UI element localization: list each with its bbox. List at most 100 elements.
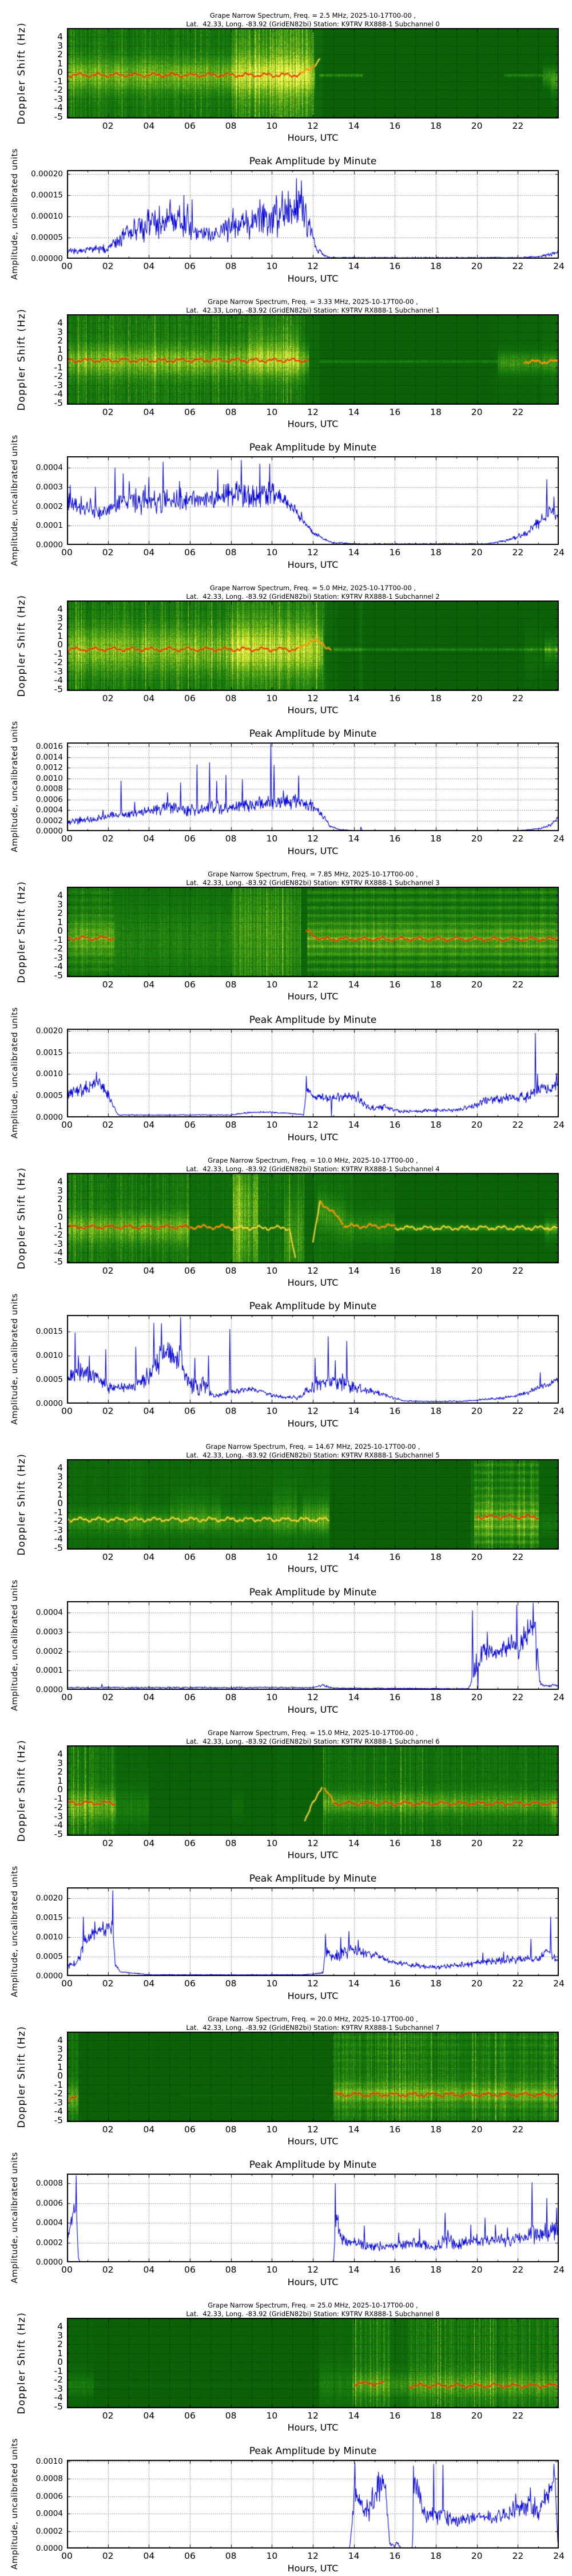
- amplitude-panel-5: Peak Amplitude by Minute Amplitude, unca…: [0, 1574, 572, 1717]
- x-tick-label: 10: [266, 1552, 278, 1562]
- y-tick-label: -2: [54, 943, 63, 954]
- amplitude-canvas-1: [67, 456, 559, 545]
- amplitude-canvas-8: [67, 2460, 559, 2549]
- x-tick-label: 08: [225, 1692, 237, 1702]
- x-axis-label: Hours, UTC: [287, 2422, 339, 2433]
- x-tick-label: 22: [512, 979, 524, 990]
- x-tick-label: 20: [471, 2265, 483, 2275]
- y-tick-label: -4: [54, 1820, 63, 1831]
- x-tick-label: 06: [184, 833, 196, 844]
- y-axis-label: Amplitude, uncalibrated units: [10, 148, 19, 280]
- y-tick-label: 0.0000: [35, 1685, 63, 1694]
- y-tick-label: -1: [54, 1507, 63, 1518]
- spectrogram-subtitle: Lat. 42.33, Long. -83.92 (GridEN82bi) St…: [186, 592, 440, 600]
- x-tick-label: 06: [184, 1120, 196, 1130]
- spectrogram-subtitle: Lat. 42.33, Long. -83.92 (GridEN82bi) St…: [186, 2310, 440, 2318]
- y-axis-label: Doppler Shift (Hz): [16, 880, 27, 983]
- y-tick-label: 3: [57, 2044, 63, 2055]
- y-tick-label: -4: [54, 2106, 63, 2117]
- y-tick-label: 0.0004: [35, 1608, 63, 1618]
- x-tick-label: 12: [307, 2411, 319, 2421]
- x-tick-label: 20: [471, 1552, 483, 1562]
- x-tick-label: 08: [225, 1120, 237, 1130]
- y-tick-label: 1: [57, 1203, 63, 1214]
- y-tick-label: 4: [57, 318, 63, 329]
- x-tick-label: 22: [512, 121, 524, 131]
- x-tick-label: 06: [184, 2551, 196, 2561]
- x-tick-label: 18: [430, 1978, 442, 1989]
- x-tick-label: 12: [307, 547, 319, 558]
- y-tick-label: 0.0002: [35, 2526, 63, 2536]
- amplitude-panel-3: Peak Amplitude by Minute Amplitude, unca…: [0, 1002, 572, 1145]
- x-tick-label: 08: [225, 979, 237, 990]
- y-tick-label: 0: [57, 1498, 63, 1509]
- x-tick-label: 00: [61, 1120, 73, 1130]
- x-tick-label: 16: [389, 2265, 401, 2275]
- x-tick-label: 06: [184, 2411, 196, 2421]
- x-tick-label: 16: [389, 979, 401, 990]
- x-tick-label: 18: [430, 407, 442, 417]
- x-tick-label: 24: [553, 1692, 565, 1702]
- x-tick-label: 22: [512, 693, 524, 704]
- y-tick-label: 2: [57, 49, 63, 60]
- x-tick-label: 00: [61, 2265, 73, 2275]
- y-tick-label: 0.0020: [35, 1894, 63, 1903]
- x-tick-label: 22: [512, 2265, 524, 2275]
- spectrogram-subtitle: Lat. 42.33, Long. -83.92 (GridEN82bi) St…: [186, 2024, 440, 2032]
- y-tick-label: -5: [54, 1542, 63, 1553]
- y-tick-label: -3: [54, 1238, 63, 1249]
- y-tick-label: 0.0002: [35, 2238, 63, 2247]
- y-tick-label: -4: [54, 961, 63, 972]
- y-tick-label: -1: [54, 648, 63, 659]
- x-tick-label: 16: [389, 1406, 401, 1416]
- y-tick-label: 0.0015: [35, 1913, 63, 1923]
- x-tick-label: 12: [307, 1552, 319, 1562]
- x-tick-label: 22: [512, 1406, 524, 1416]
- y-axis-label: Doppler Shift (Hz): [16, 2312, 27, 2415]
- y-tick-label: 0.0010: [35, 1069, 63, 1079]
- x-tick-label: 24: [553, 1406, 565, 1416]
- x-tick-label: 00: [61, 833, 73, 844]
- x-tick-label: 22: [512, 2411, 524, 2421]
- spectrogram-canvas-1: [67, 314, 559, 405]
- x-axis-label: Hours, UTC: [287, 2277, 339, 2287]
- x-tick-label: 08: [225, 1552, 237, 1562]
- x-tick-label: 02: [102, 261, 114, 271]
- spectrogram-canvas-8: [67, 2318, 559, 2408]
- y-tick-label: -4: [54, 389, 63, 400]
- x-tick-label: 20: [471, 2551, 483, 2561]
- x-tick-label: 16: [389, 121, 401, 131]
- x-tick-label: 20: [471, 1406, 483, 1416]
- x-tick-label: 22: [512, 407, 524, 417]
- amplitude-panel-7: Peak Amplitude by Minute Amplitude, unca…: [0, 2147, 572, 2290]
- x-tick-label: 10: [266, 979, 278, 990]
- x-tick-label: 12: [307, 1266, 319, 1276]
- y-tick-label: 0.0004: [35, 2218, 63, 2228]
- y-tick-label: 0.0000: [35, 2544, 63, 2553]
- x-tick-label: 06: [184, 547, 196, 558]
- x-axis-label: Hours, UTC: [287, 132, 339, 143]
- y-tick-label: 0: [57, 2071, 63, 2081]
- x-tick-label: 18: [430, 1552, 442, 1562]
- y-tick-label: 1: [57, 2348, 63, 2358]
- y-tick-label: -3: [54, 666, 63, 677]
- x-tick-label: 06: [184, 261, 196, 271]
- y-tick-label: 3: [57, 2330, 63, 2341]
- x-tick-label: 08: [225, 2265, 237, 2275]
- x-tick-label: 18: [430, 979, 442, 990]
- y-tick-label: 2: [57, 908, 63, 919]
- x-axis-label: Hours, UTC: [287, 2136, 339, 2147]
- x-tick-label: 04: [143, 547, 155, 558]
- x-tick-label: 14: [348, 407, 360, 417]
- x-axis-label: Hours, UTC: [287, 1563, 339, 1574]
- spectrogram-panel-5: Grape Narrow Spectrum, Freq. = 14.67 MHz…: [0, 1431, 572, 1574]
- x-tick-label: 16: [389, 1692, 401, 1702]
- x-tick-label: 08: [225, 407, 237, 417]
- y-tick-label: 0: [57, 1784, 63, 1795]
- amplitude-plot-title: Peak Amplitude by Minute: [249, 1587, 377, 1598]
- y-tick-label: 0.0003: [35, 1627, 63, 1637]
- y-tick-label: 4: [57, 1749, 63, 1760]
- x-tick-label: 20: [471, 1838, 483, 1848]
- x-tick-label: 10: [266, 1120, 278, 1130]
